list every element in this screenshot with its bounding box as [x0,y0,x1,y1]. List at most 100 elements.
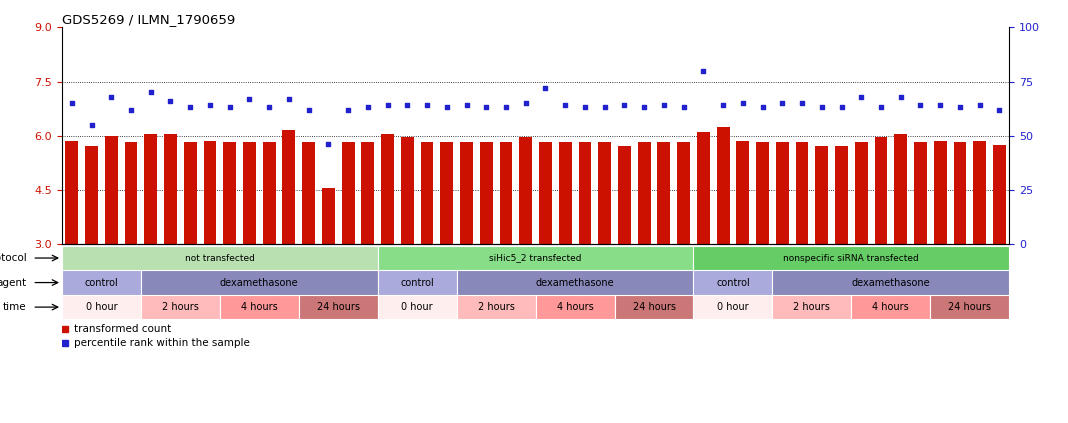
Point [202,102,219,109]
Point [477,104,494,111]
Text: protocol: protocol [0,253,27,263]
Text: control: control [400,277,434,288]
Point [695,67,712,74]
Bar [378,270,457,295]
Text: control: control [84,277,119,288]
Bar [141,270,378,295]
Text: 24 hours: 24 hours [317,302,360,312]
Bar [693,295,772,319]
Point [873,104,890,111]
Bar [125,142,138,244]
Bar [400,137,413,244]
Bar [204,141,217,244]
Point [577,104,594,111]
Bar [85,146,98,244]
Point [556,102,574,109]
Point [340,106,357,113]
Bar [772,270,1009,295]
Bar [717,126,729,244]
Point [281,96,298,102]
Bar [263,142,276,244]
Point [931,102,948,109]
Bar [614,295,693,319]
Bar [851,295,930,319]
Bar [693,270,772,295]
Bar [144,134,157,244]
Bar [854,142,867,244]
Bar [539,142,552,244]
Point [221,104,238,111]
Bar [677,142,690,244]
Point [182,104,199,111]
Bar [638,142,650,244]
Point [300,106,317,113]
Point [162,98,179,104]
Text: agent: agent [0,277,27,288]
Bar [993,145,1006,244]
Text: 2 hours: 2 hours [162,302,199,312]
Point [754,104,771,111]
Bar [775,142,788,244]
Text: not transfected: not transfected [185,253,255,263]
Bar [559,142,571,244]
Text: 24 hours: 24 hours [948,302,991,312]
Point [359,104,376,111]
Bar [244,142,256,244]
Point [616,102,633,109]
Point [123,106,140,113]
Text: GDS5269 / ILMN_1790659: GDS5269 / ILMN_1790659 [62,14,235,26]
Bar [933,141,946,244]
Point [83,121,100,128]
Text: 0 hour: 0 hour [717,302,749,312]
Bar [105,136,117,244]
Point [656,102,673,109]
Text: 4 hours: 4 hours [873,302,909,312]
Bar [361,142,374,244]
Bar [378,246,693,270]
Bar [756,142,769,244]
Point [794,100,811,107]
Point [537,85,554,91]
Bar [894,134,907,244]
Bar [973,141,986,244]
Bar [457,295,535,319]
Point [852,93,869,100]
Bar [737,141,750,244]
Bar [835,146,848,244]
Bar [62,295,141,319]
Point [952,104,969,111]
Bar [954,142,967,244]
Text: 2 hours: 2 hours [477,302,515,312]
Point [103,93,120,100]
Point [142,89,159,96]
Bar [440,142,453,244]
Bar [519,137,532,244]
Point [892,93,909,100]
Text: percentile rank within the sample: percentile rank within the sample [74,338,250,348]
Bar [378,295,457,319]
Text: control: control [716,277,750,288]
Point [379,102,396,109]
Text: dexamethasone: dexamethasone [220,277,299,288]
Text: siHic5_2 transfected: siHic5_2 transfected [489,253,582,263]
Bar [772,295,851,319]
Bar [223,142,236,244]
Text: transformed count: transformed count [74,324,171,334]
Bar [164,135,177,244]
Bar [815,146,828,244]
Bar [618,146,631,244]
Bar [658,142,671,244]
Text: 24 hours: 24 hours [632,302,676,312]
Bar [283,130,296,244]
Point [419,102,436,109]
Bar [697,132,710,244]
Text: 4 hours: 4 hours [556,302,594,312]
Bar [796,142,808,244]
Point [438,104,455,111]
Bar [914,142,927,244]
Bar [480,142,492,244]
Point [833,104,850,111]
Bar [342,142,355,244]
Bar [579,142,592,244]
Point [675,104,692,111]
